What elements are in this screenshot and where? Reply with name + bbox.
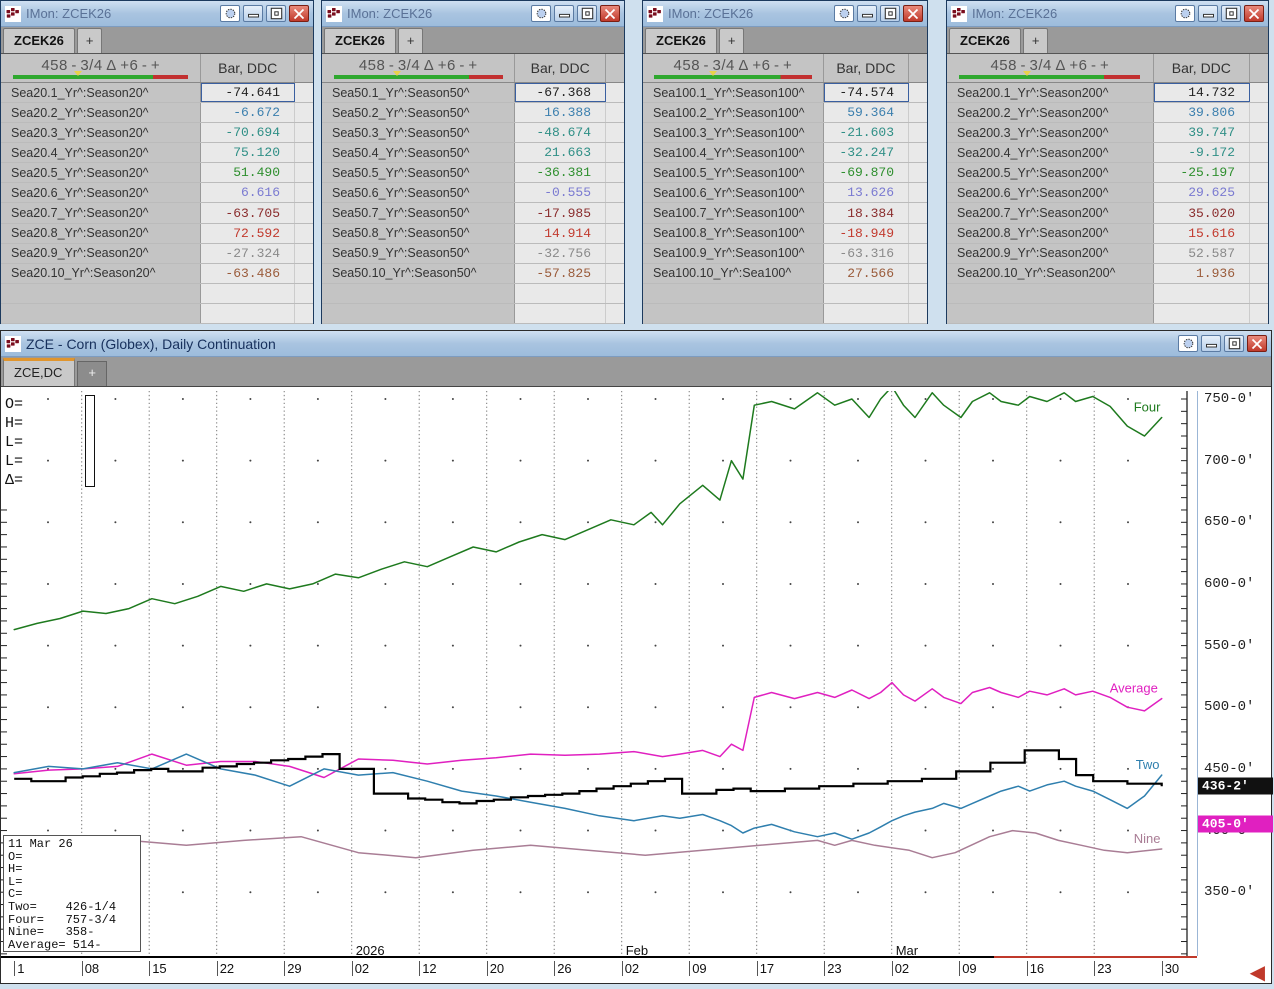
svg-text:Two: Two [1136,757,1160,772]
svg-text:Average: Average [1110,681,1158,696]
svg-text:Nine: Nine [1134,831,1161,846]
svg-text:Four: Four [1134,400,1161,415]
